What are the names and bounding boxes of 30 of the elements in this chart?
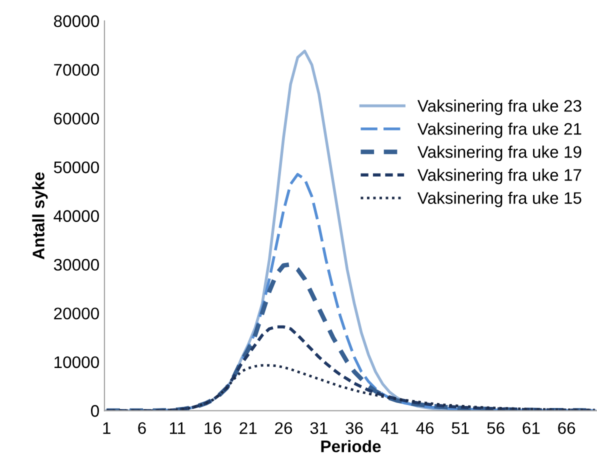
x-tick-label: 66 — [558, 422, 576, 434]
x-tick-label: 46 — [416, 422, 434, 434]
legend-label: Vaksinering fra uke 15 — [417, 192, 582, 208]
x-tick-label: 26 — [275, 422, 292, 434]
x-tick-label: 61 — [522, 422, 540, 434]
x-tick-label: 16 — [204, 422, 222, 434]
y-tick-label: 10000 — [54, 356, 99, 368]
y-tick-label: 80000 — [54, 15, 99, 28]
x-tick-label: 31 — [310, 422, 328, 434]
x-tick-label: 41 — [380, 422, 398, 434]
legend-label: Vaksinering fra uke 17 — [417, 168, 582, 184]
legend-label: Vaksinering fra uke 21 — [417, 122, 582, 138]
y-tick-label: 60000 — [54, 112, 99, 125]
x-tick-label: 11 — [170, 422, 186, 434]
legend-label: Vaksinering fra uke 19 — [417, 146, 582, 162]
x-axis-title: Periode — [321, 440, 381, 452]
x-tick-label: 6 — [138, 422, 146, 434]
y-tick-label: 40000 — [54, 210, 99, 222]
y-axis-title: Antall syke — [32, 172, 48, 260]
x-tick-label: 36 — [346, 422, 363, 434]
y-tick-label: 0 — [90, 405, 99, 417]
y-tick-label: 20000 — [54, 308, 99, 320]
x-tick-label: 21 — [240, 422, 257, 434]
y-tick-label: 30000 — [54, 258, 99, 271]
y-tick-label: 70000 — [54, 64, 99, 76]
y-tick-label: 50000 — [54, 161, 99, 174]
x-tick-label: 1 — [103, 422, 110, 434]
x-tick-label: 51 — [452, 422, 469, 434]
legend-label: Vaksinering fra uke 23 — [417, 100, 582, 116]
x-tick-label: 56 — [487, 422, 504, 434]
